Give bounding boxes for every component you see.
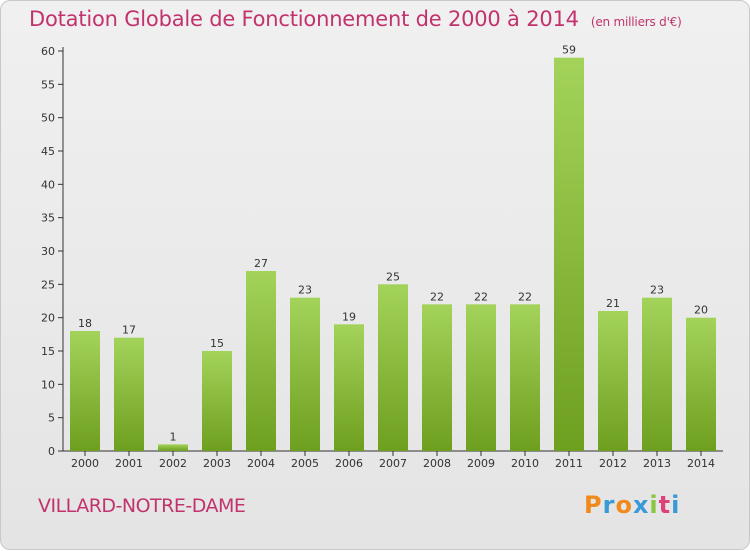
bar xyxy=(686,317,716,451)
bar xyxy=(334,324,364,451)
commune-name: VILLARD-NOTRE-DAME xyxy=(38,495,246,517)
bar xyxy=(246,271,276,451)
x-tick-label: 2005 xyxy=(291,457,319,470)
bar xyxy=(290,297,320,451)
bar-value-label: 27 xyxy=(254,257,268,270)
bar-value-label: 19 xyxy=(342,310,356,323)
bar-value-label: 59 xyxy=(562,44,576,57)
y-tick-label: 45 xyxy=(41,145,55,158)
x-tick-label: 2007 xyxy=(379,457,407,470)
bar-value-label: 15 xyxy=(210,337,224,350)
bar xyxy=(378,284,408,451)
bar xyxy=(510,304,540,451)
bar xyxy=(466,304,496,451)
bar-value-label: 18 xyxy=(78,317,92,330)
logo-letter: P xyxy=(584,491,603,519)
bar xyxy=(114,337,144,451)
bar xyxy=(554,57,584,452)
bar-value-label: 1 xyxy=(170,430,177,443)
x-tick-label: 2006 xyxy=(335,457,363,470)
y-tick-label: 0 xyxy=(48,445,55,458)
bar xyxy=(202,351,232,451)
x-tick-label: 2008 xyxy=(423,457,451,470)
bar-value-label: 22 xyxy=(518,290,532,303)
bar xyxy=(422,304,452,451)
bar-value-label: 23 xyxy=(650,284,664,297)
proxiti-logo: Proxiti xyxy=(584,491,680,519)
logo-letter: r xyxy=(602,491,616,519)
x-tick-label: 2009 xyxy=(467,457,495,470)
chart-title: Dotation Globale de Fonctionnement de 20… xyxy=(29,7,682,31)
logo-letter: o xyxy=(615,491,633,519)
x-tick-label: 2011 xyxy=(555,457,583,470)
x-tick-label: 2014 xyxy=(687,457,715,470)
bar xyxy=(158,444,188,451)
y-tick-label: 20 xyxy=(41,312,55,325)
x-tick-label: 2013 xyxy=(643,457,671,470)
bar-value-label: 22 xyxy=(430,290,444,303)
logo-letter: t xyxy=(658,491,672,519)
y-tick-label: 35 xyxy=(41,212,55,225)
x-tick-label: 2012 xyxy=(599,457,627,470)
chart-subtitle: (en milliers d'€) xyxy=(590,15,682,29)
bar-value-label: 23 xyxy=(298,284,312,297)
y-tick-label: 60 xyxy=(41,45,55,58)
bar xyxy=(598,311,628,451)
y-tick-label: 10 xyxy=(41,378,55,391)
y-tick-label: 25 xyxy=(41,278,55,291)
bar xyxy=(70,331,100,451)
y-tick-label: 30 xyxy=(41,245,55,258)
y-tick-label: 55 xyxy=(41,78,55,91)
y-tick-label: 50 xyxy=(41,112,55,125)
y-tick-label: 40 xyxy=(41,178,55,191)
x-tick-label: 2000 xyxy=(71,457,99,470)
bar-value-label: 20 xyxy=(694,304,708,317)
bar-value-label: 25 xyxy=(386,270,400,283)
logo-letter: i xyxy=(649,491,659,519)
x-tick-label: 2010 xyxy=(511,457,539,470)
bar-value-label: 17 xyxy=(122,324,136,337)
y-tick-label: 15 xyxy=(41,345,55,358)
x-tick-label: 2003 xyxy=(203,457,231,470)
chart-title-text: Dotation Globale de Fonctionnement de 20… xyxy=(29,7,579,31)
x-tick-label: 2004 xyxy=(247,457,275,470)
bar-value-label: 22 xyxy=(474,290,488,303)
logo-letter: x xyxy=(632,491,650,519)
x-tick-label: 2002 xyxy=(159,457,187,470)
y-tick-label: 5 xyxy=(48,412,55,425)
bar-value-label: 21 xyxy=(606,297,620,310)
logo-letter: i xyxy=(671,491,681,519)
bar xyxy=(642,297,672,451)
x-tick-label: 2001 xyxy=(115,457,143,470)
